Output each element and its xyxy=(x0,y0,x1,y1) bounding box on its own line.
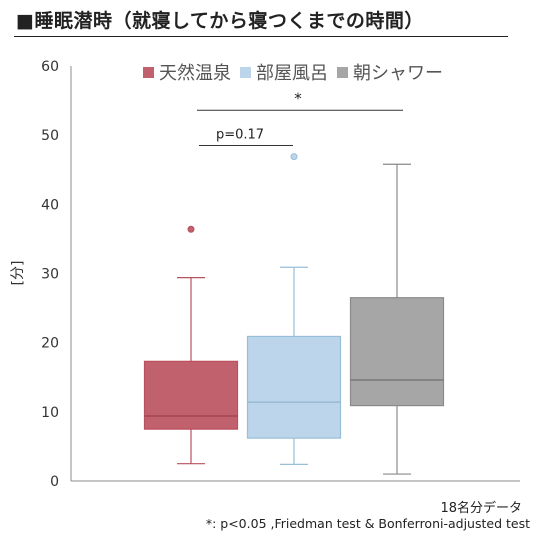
y-tick-label-30: 30 xyxy=(41,267,59,283)
chart-title: ■睡眠潜時（就寝してから寝つくまでの時間） xyxy=(16,10,424,32)
sample-size-note: 18名分データ xyxy=(440,501,522,516)
y-tick-label-50: 50 xyxy=(41,128,59,144)
legend-item-room-bath: 部屋風呂 xyxy=(240,59,328,85)
legend-swatch-morning-shower xyxy=(337,67,348,78)
significance-label-0: p=0.17 xyxy=(216,128,264,143)
legend-swatch-room-bath xyxy=(240,67,251,78)
y-axis-label: [分] xyxy=(10,261,26,286)
legend-item-morning-shower: 朝シャワー xyxy=(337,59,443,85)
legend-label-morning-shower: 朝シャワー xyxy=(353,63,443,84)
legend-swatch-onsen xyxy=(143,67,154,78)
y-tick-label-60: 60 xyxy=(41,59,59,75)
legend-label-room-bath: 部屋風呂 xyxy=(256,63,328,84)
significance-label-1: * xyxy=(294,89,302,107)
y-tick-label-0: 0 xyxy=(50,474,59,490)
y-tick-label-10: 10 xyxy=(41,405,59,421)
box-morning-shower xyxy=(349,297,445,407)
legend-label-onsen: 天然温泉 xyxy=(159,63,231,84)
title-underline xyxy=(14,36,508,37)
y-tick-label-40: 40 xyxy=(41,197,59,213)
box-onsen xyxy=(143,360,239,430)
outlier-point-room-bath-0 xyxy=(290,153,298,161)
y-tick-label-20: 20 xyxy=(41,336,59,352)
legend-item-onsen: 天然温泉 xyxy=(143,59,231,85)
box-room-bath xyxy=(246,335,342,439)
outlier-point-onsen-0 xyxy=(187,225,195,233)
statistics-footnote: *: p<0.05 ,Friedman test & Bonferroni-ad… xyxy=(205,516,530,531)
